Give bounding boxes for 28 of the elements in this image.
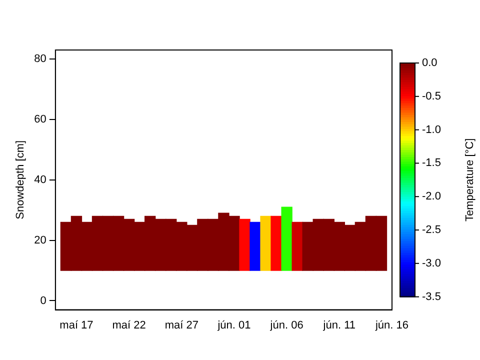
x-tick-label: jún. 06 (269, 319, 304, 332)
color-bar-label: -3.0 (422, 257, 441, 270)
bar (260, 216, 272, 271)
x-tick-label: jún. 16 (374, 319, 409, 332)
x-tick-label: maí 17 (60, 319, 94, 332)
x-tick-label: maí 27 (164, 319, 198, 332)
y-tick-label: 40 (34, 174, 46, 186)
color-bar-label: -2.5 (422, 224, 441, 236)
color-bar-label: -3.5 (422, 290, 441, 303)
x-tick-label: jún. 01 (216, 319, 251, 332)
bar (270, 216, 282, 271)
bar (239, 218, 250, 271)
color-bar-label: -1.5 (422, 157, 441, 170)
color-bar-title: Temperature [°C] (464, 138, 476, 222)
bar (250, 222, 261, 271)
y-tick-label: 0 (40, 294, 46, 307)
y-tick-label: 60 (34, 114, 46, 126)
x-tick-label: jún. 11 (322, 319, 356, 332)
color-bar-label: -2.0 (422, 190, 441, 203)
y-axis-title: Snowdepth [cm] (14, 140, 27, 220)
x-tick-label: maí 22 (112, 319, 146, 332)
bar (281, 206, 292, 271)
color-bar-label: 0.0 (422, 57, 438, 70)
color-bar-label: -1.0 (422, 124, 441, 136)
bar (292, 222, 303, 271)
y-tick-label: 20 (34, 234, 46, 246)
color-bar-label: -0.5 (422, 90, 441, 102)
y-tick-label: 80 (34, 53, 46, 66)
